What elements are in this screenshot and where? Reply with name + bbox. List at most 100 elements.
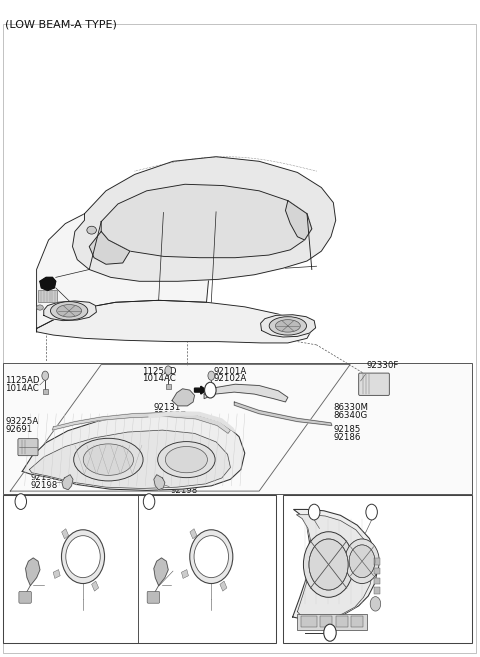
Bar [3, 495, 276, 643]
Bar [61, 529, 69, 539]
Text: A: A [327, 628, 333, 637]
Ellipse shape [157, 442, 215, 478]
Circle shape [204, 382, 216, 398]
Ellipse shape [50, 302, 88, 320]
Polygon shape [204, 384, 288, 402]
FancyBboxPatch shape [147, 591, 159, 603]
Ellipse shape [194, 535, 228, 578]
Bar [43, 389, 48, 394]
Text: 92101A: 92101A [214, 367, 247, 376]
Ellipse shape [190, 530, 233, 583]
Polygon shape [149, 412, 235, 432]
Polygon shape [36, 300, 312, 343]
Text: 1014AC: 1014AC [142, 374, 176, 384]
Text: (LOW BEAM-A TYPE): (LOW BEAM-A TYPE) [5, 19, 117, 29]
Text: 93225A: 93225A [5, 417, 39, 426]
Text: 92132D: 92132D [154, 411, 188, 420]
Bar [283, 495, 472, 643]
Text: 92330F: 92330F [367, 361, 399, 370]
Circle shape [366, 504, 377, 520]
Ellipse shape [36, 305, 43, 310]
Text: 92197A: 92197A [30, 474, 63, 482]
Circle shape [309, 504, 320, 520]
Polygon shape [261, 315, 316, 337]
Text: 92198: 92198 [30, 482, 58, 490]
Text: b: b [312, 508, 317, 516]
Text: 1125AD: 1125AD [5, 376, 40, 386]
FancyBboxPatch shape [18, 439, 38, 456]
Bar [181, 570, 189, 578]
Ellipse shape [74, 438, 143, 481]
Text: 86340G: 86340G [333, 411, 368, 420]
Bar [351, 616, 363, 627]
Bar [374, 568, 380, 574]
Ellipse shape [276, 320, 300, 332]
Polygon shape [293, 509, 378, 621]
Text: 18648B: 18648B [14, 616, 48, 625]
Text: 92140E: 92140E [187, 610, 220, 620]
Bar [301, 616, 317, 627]
Text: a: a [18, 497, 24, 506]
Text: 1014AC: 1014AC [5, 384, 39, 394]
Polygon shape [286, 200, 312, 240]
Bar [190, 529, 197, 539]
Circle shape [324, 624, 336, 641]
Circle shape [42, 371, 48, 380]
Bar [374, 558, 380, 564]
Circle shape [208, 371, 215, 380]
Ellipse shape [57, 305, 82, 317]
Ellipse shape [165, 447, 207, 473]
Ellipse shape [66, 535, 100, 578]
Text: A: A [208, 386, 213, 395]
Polygon shape [234, 402, 332, 426]
Polygon shape [72, 157, 336, 281]
Polygon shape [22, 413, 245, 490]
Polygon shape [62, 475, 73, 489]
Text: 92197A: 92197A [170, 478, 204, 487]
Polygon shape [25, 558, 40, 585]
Circle shape [15, 493, 26, 509]
Ellipse shape [61, 530, 105, 583]
Ellipse shape [349, 545, 375, 578]
Circle shape [165, 366, 171, 375]
Text: b: b [146, 497, 152, 506]
Text: a: a [369, 508, 374, 516]
Bar [166, 384, 170, 389]
Polygon shape [297, 514, 373, 622]
Text: 1125AD: 1125AD [142, 367, 176, 376]
Polygon shape [101, 184, 312, 258]
Ellipse shape [370, 597, 381, 611]
Ellipse shape [345, 539, 379, 583]
Polygon shape [154, 558, 168, 585]
Bar [220, 581, 227, 591]
Polygon shape [89, 231, 130, 264]
Polygon shape [40, 277, 56, 290]
Circle shape [144, 493, 155, 509]
Polygon shape [29, 430, 230, 488]
Polygon shape [44, 301, 96, 321]
Text: 92131: 92131 [154, 403, 181, 412]
Polygon shape [36, 210, 209, 332]
Ellipse shape [269, 317, 307, 335]
Bar [374, 587, 380, 594]
Bar [53, 570, 60, 578]
Text: 92102A: 92102A [214, 374, 247, 384]
Text: 18641B: 18641B [142, 578, 175, 587]
Polygon shape [172, 389, 194, 406]
Text: 92185: 92185 [333, 425, 360, 434]
Text: 92140E: 92140E [79, 610, 111, 620]
Text: 92691: 92691 [5, 425, 33, 434]
FancyBboxPatch shape [19, 591, 31, 603]
FancyBboxPatch shape [359, 373, 389, 396]
Text: 18647: 18647 [142, 585, 169, 595]
Polygon shape [52, 413, 230, 434]
Ellipse shape [303, 532, 354, 597]
Bar [38, 290, 57, 302]
Text: 92186: 92186 [333, 433, 360, 442]
Polygon shape [194, 386, 206, 394]
Ellipse shape [309, 539, 348, 590]
Text: 92198: 92198 [170, 486, 198, 495]
Bar [336, 616, 348, 627]
Bar [3, 363, 472, 493]
Ellipse shape [87, 226, 96, 234]
